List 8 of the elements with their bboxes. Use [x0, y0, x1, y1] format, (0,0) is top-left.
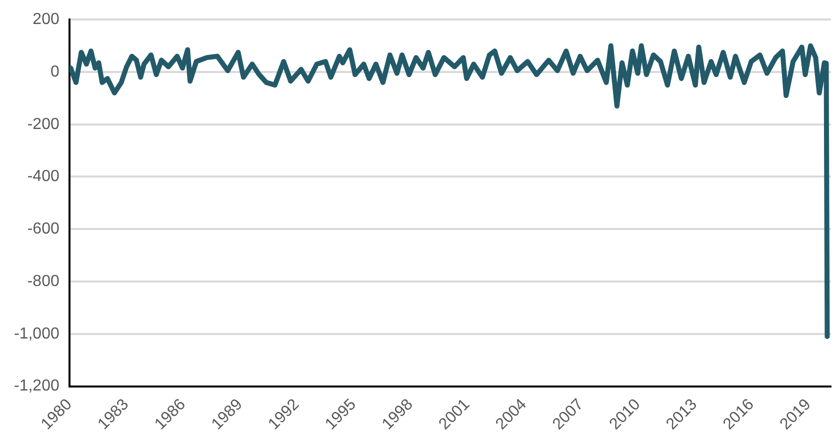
y-tick-label: -1,000 — [14, 325, 60, 342]
y-tick-label: -800 — [27, 272, 60, 290]
y-tick-label: 0 — [50, 63, 60, 80]
y-tick-label: -400 — [27, 168, 60, 186]
y-tick-label: 200 — [32, 11, 60, 28]
y-tick-label: -600 — [27, 220, 60, 238]
y-tick-label: -1,200 — [14, 378, 60, 395]
y-tick-label: -200 — [27, 116, 60, 133]
